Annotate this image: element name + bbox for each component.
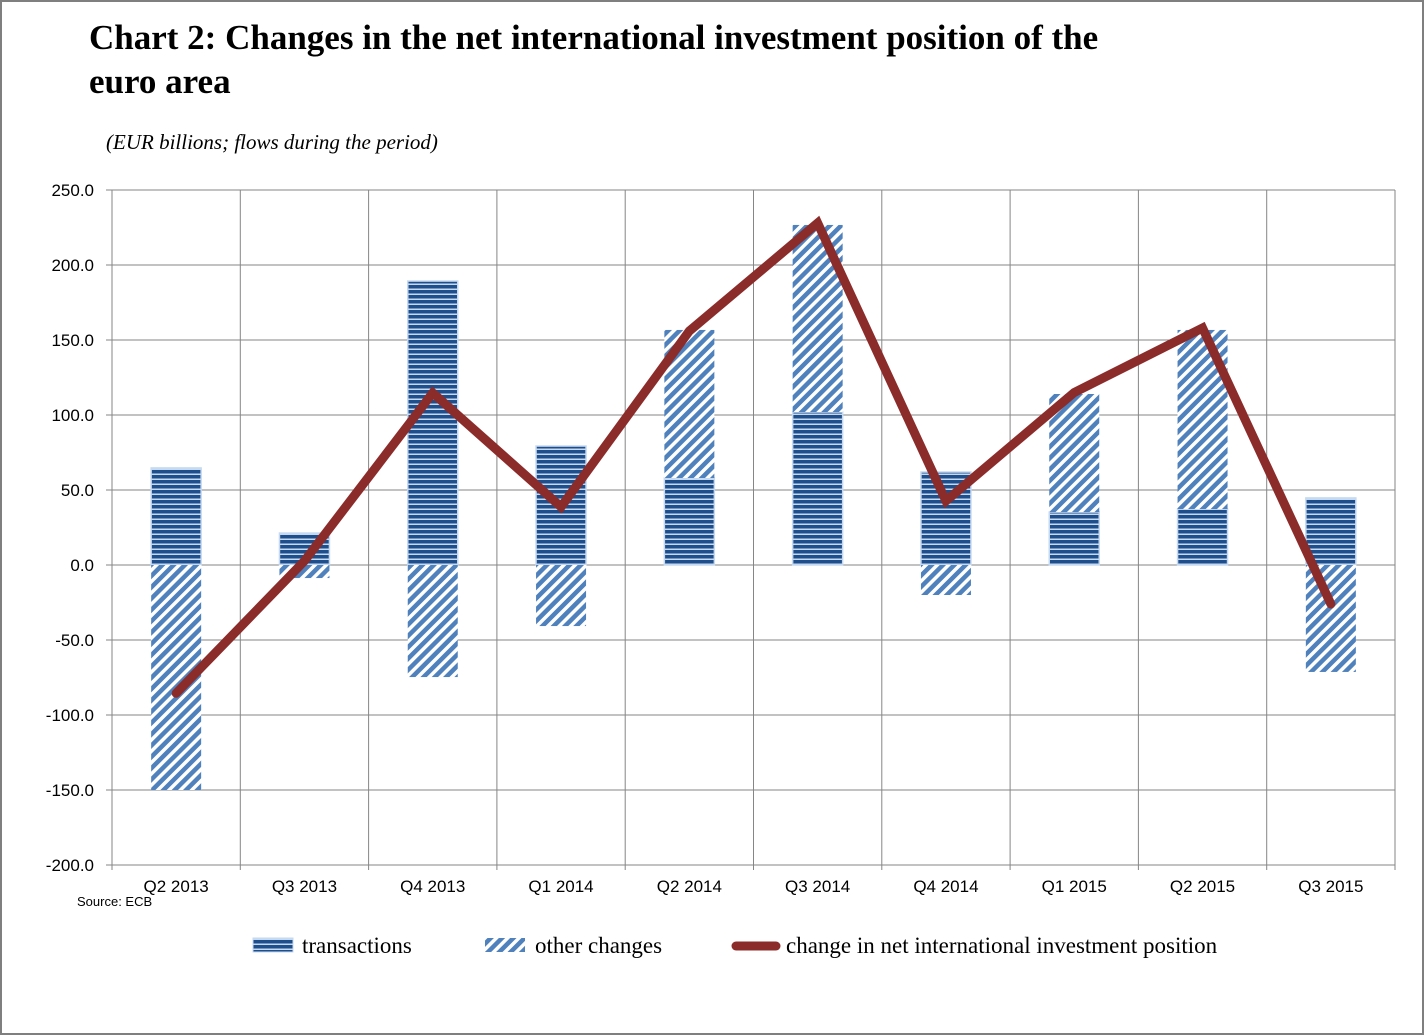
legend-item-nip-change: change in net international investment p…	[731, 933, 1218, 958]
chart-title-line-2: euro area	[89, 62, 231, 101]
x-tick-label: Q4 2014	[913, 877, 978, 896]
chart-subtitle: (EUR billions; flows during the period)	[106, 130, 438, 154]
bar-other-changes	[1049, 394, 1100, 513]
chart-title: Chart 2: Changes in the net internationa…	[89, 16, 1289, 104]
legend-item-other-changes: other changes	[485, 933, 662, 958]
y-tick-label: 0.0	[70, 556, 94, 575]
x-tick-label: Q1 2014	[528, 877, 593, 896]
bar-transactions	[791, 411, 844, 566]
legend-label-nip-change: change in net international investment p…	[786, 933, 1218, 958]
legend: transactions other changes change in net…	[252, 933, 1218, 958]
chart-title-line-1: Chart 2: Changes in the net internationa…	[89, 18, 1099, 57]
source-note: Source: ECB	[77, 894, 152, 909]
legend-swatch-other-changes	[485, 938, 525, 952]
y-tick-label: -100.0	[46, 706, 94, 725]
x-tick-label: Q1 2015	[1042, 877, 1107, 896]
bar-other-changes	[407, 565, 458, 678]
y-tick-label: 50.0	[61, 481, 94, 500]
bar-other-changes	[536, 565, 587, 627]
x-tick-label: Q2 2014	[657, 877, 722, 896]
legend-label-transactions: transactions	[302, 933, 412, 958]
bar-other-changes	[920, 565, 971, 595]
legend-item-transactions: transactions	[252, 933, 412, 958]
y-tick-label: 150.0	[51, 331, 94, 350]
nip-change-line	[171, 215, 1336, 698]
legend-swatch-transactions	[252, 937, 294, 953]
nip-line-group	[171, 215, 1336, 698]
bar-transactions	[663, 477, 716, 566]
bar-transactions	[1305, 497, 1357, 566]
bar-transactions	[1048, 511, 1100, 566]
x-tick-label: Q2 2015	[1170, 877, 1235, 896]
x-tick-label: Q3 2014	[785, 877, 850, 896]
bar-transactions	[150, 467, 202, 566]
y-tick-label: -150.0	[46, 781, 94, 800]
y-tick-label: -200.0	[46, 856, 94, 875]
bar-other-changes	[1305, 565, 1356, 672]
y-tick-label: 100.0	[51, 406, 94, 425]
y-tick-label: 200.0	[51, 256, 94, 275]
x-tick-label: Q3 2015	[1298, 877, 1363, 896]
bar-transactions	[1176, 508, 1229, 566]
legend-label-other-changes: other changes	[535, 933, 662, 958]
x-tick-label: Q3 2013	[272, 877, 337, 896]
y-tick-label: 250.0	[51, 181, 94, 200]
axes: -200.0 -150.0 -100.0 -50.0 0.0 50.0 100.0 150.0…	[46, 181, 1364, 896]
y-tick-label: -50.0	[55, 631, 94, 650]
bar-transactions	[407, 280, 459, 566]
bars	[150, 224, 1357, 790]
x-tick-label: Q2 2013	[144, 877, 209, 896]
x-tick-label: Q4 2013	[400, 877, 465, 896]
